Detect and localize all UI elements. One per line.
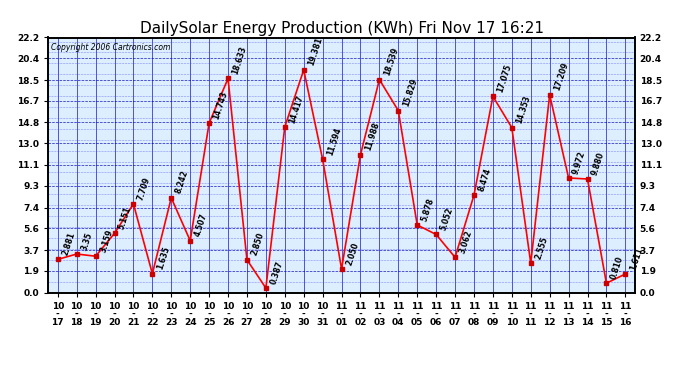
Text: 18.633: 18.633 [231, 45, 248, 76]
Text: 14.353: 14.353 [515, 94, 532, 125]
Text: 14.743: 14.743 [212, 90, 230, 120]
Text: 17.075: 17.075 [495, 63, 513, 94]
Text: 19.381: 19.381 [306, 36, 324, 67]
Text: 2.555: 2.555 [533, 235, 549, 260]
Text: 3.35: 3.35 [79, 231, 94, 251]
Text: 7.709: 7.709 [136, 176, 152, 201]
Title: DailySolar Energy Production (KWh) Fri Nov 17 16:21: DailySolar Energy Production (KWh) Fri N… [139, 21, 544, 36]
Text: 17.209: 17.209 [553, 62, 570, 92]
Text: 14.417: 14.417 [288, 93, 305, 124]
Text: 9.880: 9.880 [590, 150, 607, 176]
Text: 0.387: 0.387 [268, 260, 285, 285]
Text: 1.611: 1.611 [628, 246, 644, 271]
Text: 1.635: 1.635 [155, 246, 171, 271]
Text: 5.052: 5.052 [439, 207, 455, 232]
Text: 11.988: 11.988 [363, 121, 381, 152]
Text: 18.539: 18.539 [382, 46, 400, 77]
Text: 3.062: 3.062 [458, 229, 474, 255]
Text: Copyright 2006 Cartronics.com: Copyright 2006 Cartronics.com [51, 43, 170, 52]
Text: 2.850: 2.850 [250, 231, 266, 257]
Text: 2.050: 2.050 [344, 241, 360, 266]
Text: 15.829: 15.829 [401, 77, 419, 108]
Text: 3.159: 3.159 [99, 228, 115, 254]
Text: 5.151: 5.151 [117, 205, 133, 231]
Text: 5.878: 5.878 [420, 196, 436, 222]
Text: 0.810: 0.810 [609, 255, 625, 280]
Text: 4.507: 4.507 [193, 213, 209, 238]
Text: 8.474: 8.474 [477, 166, 493, 192]
Text: 8.242: 8.242 [174, 170, 190, 195]
Text: 2.881: 2.881 [61, 231, 77, 256]
Text: 9.972: 9.972 [571, 150, 587, 175]
Text: 11.594: 11.594 [326, 126, 343, 156]
